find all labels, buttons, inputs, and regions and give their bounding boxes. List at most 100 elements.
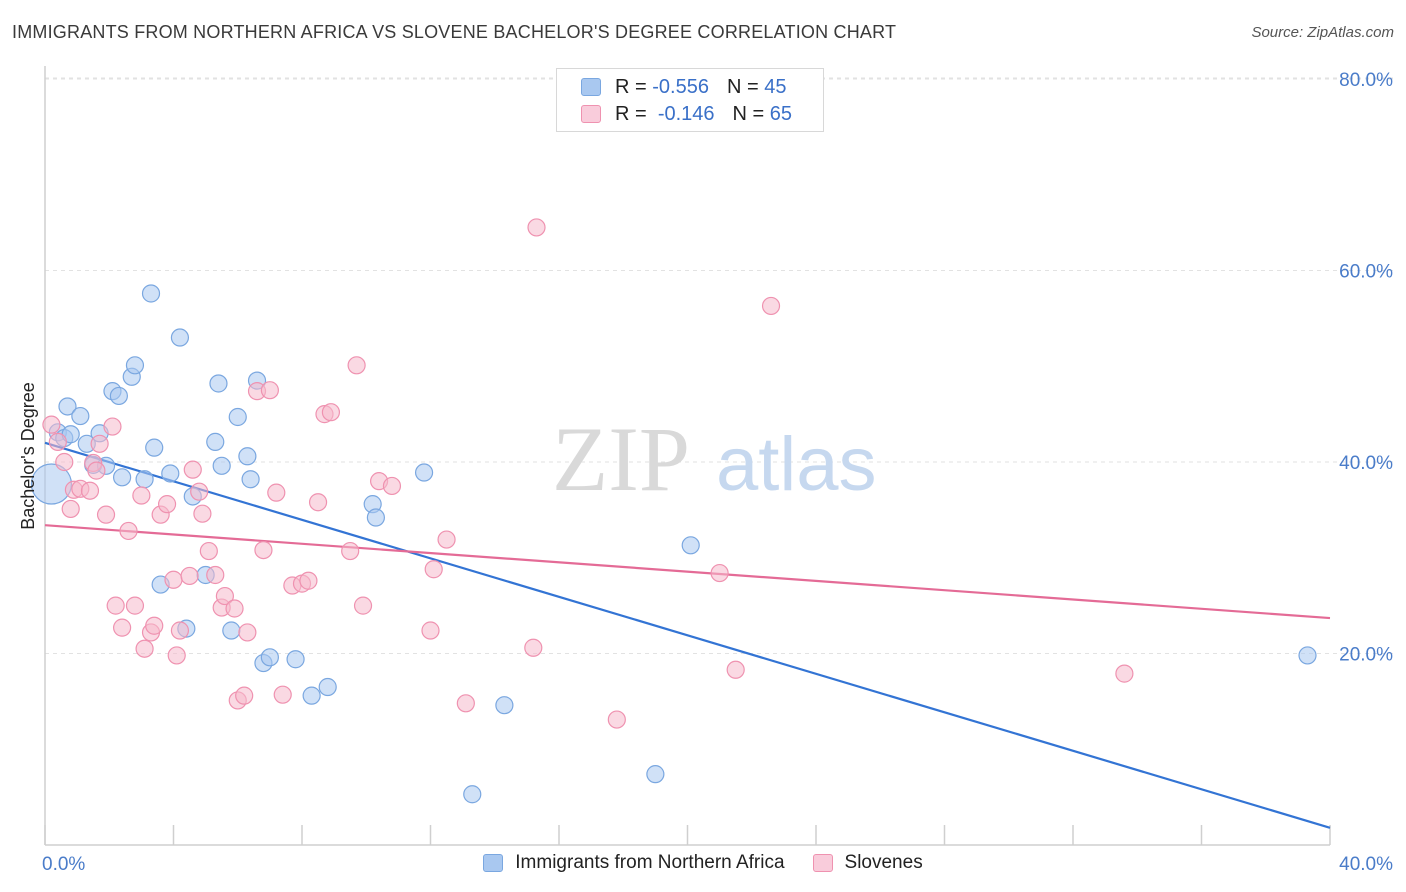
legend-n-label: N = [732, 102, 765, 125]
point-immigrants [58, 397, 77, 416]
point-immigrants [1298, 646, 1317, 665]
point-slovenes [157, 495, 177, 514]
point-slovenes [456, 694, 475, 713]
series-legend: Immigrants from Northern Africa Slovenes [0, 852, 1406, 874]
point-immigrants [228, 407, 247, 427]
point-slovenes [527, 218, 546, 237]
trend-lines [44, 441, 1331, 829]
point-slovenes [524, 638, 543, 657]
point-immigrants [646, 765, 665, 784]
point-slovenes [90, 434, 109, 453]
point-immigrants [161, 464, 180, 483]
point-slovenes [260, 381, 279, 400]
y-tick-label: 20.0% [1339, 645, 1393, 666]
legend-swatch-pink [581, 105, 601, 123]
point-immigrants [109, 386, 128, 406]
data-points [30, 218, 1317, 804]
point-slovenes [119, 521, 138, 541]
point-immigrants [112, 468, 132, 487]
y-axis-label: Bachelor's Degree [18, 382, 38, 530]
x-tick-label: 0.0% [42, 854, 85, 875]
series-legend-swatch-pink [812, 854, 833, 872]
series-legend-swatch-blue [483, 854, 504, 872]
point-slovenes [238, 623, 257, 642]
point-slovenes [167, 646, 186, 665]
series-legend-label-immigrants: Immigrants from Northern Africa [515, 852, 785, 873]
point-slovenes [353, 596, 373, 615]
point-slovenes [48, 432, 67, 451]
chart-source: Source: ZipAtlas.com [1251, 24, 1394, 41]
point-immigrants [238, 447, 257, 466]
point-slovenes [421, 621, 440, 640]
point-slovenes [308, 493, 328, 512]
legend-n-value-pink: 65 [769, 102, 793, 125]
watermark-zip: ZIP [552, 408, 690, 510]
point-slovenes [103, 417, 122, 436]
point-immigrants [495, 696, 514, 715]
point-immigrants [135, 470, 154, 489]
point-slovenes [170, 621, 190, 640]
y-tick-label: 60.0% [1339, 262, 1393, 283]
point-slovenes [87, 461, 106, 480]
x-tick-label: 40.0% [1339, 854, 1393, 875]
point-immigrants [209, 374, 228, 393]
legend-r-label: R = [615, 102, 647, 125]
point-slovenes [726, 660, 745, 679]
point-immigrants [222, 621, 241, 640]
point-immigrants [125, 356, 145, 375]
point-slovenes [321, 403, 341, 422]
legend-swatch-blue [581, 78, 601, 96]
point-immigrants [141, 284, 161, 303]
legend-n-value-blue: 45 [764, 75, 787, 98]
series-legend-item-immigrants: Immigrants from Northern Africa [483, 852, 785, 874]
legend-row-pink: R = -0.146 N = 65 [581, 102, 792, 126]
y-tick-label: 80.0% [1339, 70, 1393, 91]
point-slovenes [55, 452, 74, 472]
point-slovenes [761, 296, 781, 316]
point-slovenes [1115, 664, 1134, 683]
legend-r-value-pink: -0.146 [657, 102, 715, 125]
legend-r-value-blue: -0.556 [652, 75, 709, 98]
trend-line-slovenes [44, 524, 1331, 620]
point-immigrants [212, 456, 231, 475]
point-immigrants [463, 785, 482, 804]
point-slovenes [424, 560, 443, 579]
point-immigrants [681, 536, 700, 555]
point-immigrants [241, 470, 260, 489]
point-slovenes [106, 596, 125, 615]
point-immigrants [145, 438, 164, 457]
point-slovenes [132, 486, 151, 505]
point-slovenes [135, 639, 154, 658]
y-tick-label: 40.0% [1339, 453, 1393, 474]
point-slovenes [145, 616, 164, 635]
point-slovenes [382, 476, 402, 496]
point-slovenes [341, 541, 360, 561]
point-slovenes [125, 596, 145, 615]
watermark-atlas: atlas [716, 422, 877, 507]
point-immigrants [170, 328, 190, 347]
point-immigrants [206, 432, 225, 451]
point-slovenes [199, 541, 218, 561]
point-slovenes [190, 482, 209, 501]
point-slovenes [206, 565, 225, 585]
point-slovenes [215, 586, 234, 606]
point-slovenes [96, 505, 116, 524]
point-slovenes [254, 540, 273, 560]
point-immigrants [302, 686, 321, 705]
legend-r-label: R = [615, 75, 647, 98]
point-slovenes [80, 481, 100, 500]
point-slovenes [607, 710, 626, 729]
point-immigrants [260, 648, 279, 667]
axes [44, 66, 1331, 846]
chart-title: IMMIGRANTS FROM NORTHERN AFRICA VS SLOVE… [12, 22, 897, 42]
point-immigrants [414, 463, 434, 482]
point-slovenes [112, 618, 132, 637]
point-slovenes [193, 504, 212, 523]
point-slovenes [42, 415, 61, 434]
series-legend-item-slovenes: Slovenes [812, 852, 923, 874]
point-immigrants [286, 650, 305, 669]
watermark: ZIP atlas [552, 408, 877, 510]
point-slovenes [347, 356, 366, 375]
point-immigrants [366, 508, 385, 527]
